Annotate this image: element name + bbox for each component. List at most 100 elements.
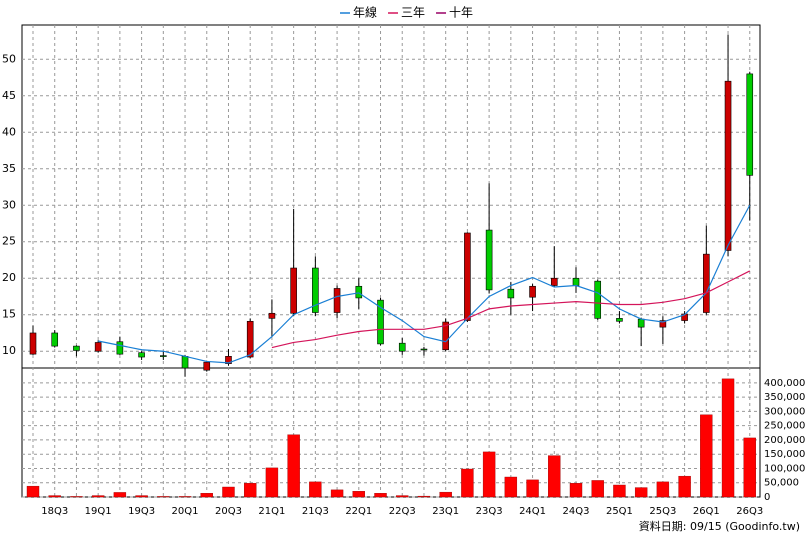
volume-bar <box>113 492 127 498</box>
candle-body <box>246 320 254 358</box>
x-tick-label: 26Q3 <box>736 506 763 517</box>
candle-body <box>290 267 297 314</box>
y2-tick-label: 250,000 <box>764 421 805 432</box>
x-tick-label: 23Q3 <box>476 506 503 517</box>
x-tick-label: 21Q1 <box>258 506 285 517</box>
candle-body <box>225 356 232 364</box>
candle-body <box>659 320 667 328</box>
volume-bar <box>222 486 235 498</box>
y-tick-label: 20 <box>2 271 16 284</box>
volume-bar <box>374 493 387 498</box>
volume-bar <box>461 468 474 498</box>
x-tick-label: 19Q1 <box>85 506 112 517</box>
candle-body <box>29 332 37 355</box>
x-tick-label: 26Q1 <box>693 506 720 517</box>
volume-bar <box>200 493 213 498</box>
volume-bar <box>243 483 257 498</box>
x-tick-label: 22Q1 <box>345 506 372 517</box>
y2-tick-label: 200,000 <box>764 435 805 446</box>
x-tick-label: 20Q1 <box>172 506 199 517</box>
y-tick-label: 35 <box>2 162 16 175</box>
volume-bar <box>743 437 756 498</box>
volume-bar <box>417 495 431 498</box>
candle-body <box>485 229 493 291</box>
volume-bar <box>678 475 691 498</box>
volume-bar <box>504 476 518 498</box>
candle-body <box>268 312 276 319</box>
y-tick-label: 15 <box>2 308 16 321</box>
volume-bar <box>526 479 539 498</box>
y2-tick-label: 400,000 <box>764 378 805 389</box>
price-panel <box>21 24 761 369</box>
x-tick-label: 19Q3 <box>128 506 155 517</box>
candle-body <box>203 361 211 371</box>
legend-label: 年線 <box>353 5 377 20</box>
candle-body <box>377 299 384 345</box>
volume-bar <box>721 378 735 498</box>
footer: 資料日期: 09/15 (Goodinfo.tw) <box>639 519 800 533</box>
y2-tick-label: 300,000 <box>764 406 805 417</box>
y2-tick-label: 150,000 <box>764 449 805 460</box>
candle-body <box>529 285 536 298</box>
volume-bar <box>634 487 648 498</box>
candle-body <box>160 355 167 357</box>
candle-body <box>703 253 710 313</box>
volume-bar <box>157 496 170 498</box>
volume-bar <box>287 434 300 498</box>
y-tick-label: 45 <box>2 89 16 102</box>
candle-body <box>637 318 645 328</box>
x-tick-label: 20Q3 <box>215 506 242 517</box>
candle-body <box>116 341 124 355</box>
candle-body <box>746 73 754 176</box>
candle-body <box>312 267 319 313</box>
legend-label: 十年 <box>449 6 473 20</box>
x-tick-label: 25Q3 <box>649 506 676 517</box>
y-tick-label: 40 <box>2 125 16 138</box>
volume-bar <box>352 491 365 498</box>
y-tick-label: 25 <box>2 235 16 248</box>
volume-bar <box>613 484 626 498</box>
candle-body <box>181 356 189 369</box>
volume-bar <box>91 495 105 498</box>
ma-line <box>98 204 751 364</box>
y2-tick-label: 0 <box>764 492 770 503</box>
x-tick-label: 18Q3 <box>41 506 68 517</box>
volume-bar <box>178 496 192 498</box>
ma-line <box>271 270 751 349</box>
candle-body <box>594 280 602 319</box>
volume-bar <box>569 483 583 498</box>
candle-body <box>616 318 623 322</box>
candle-body <box>138 352 145 358</box>
legend-label: 三年 <box>401 6 425 20</box>
volume-panel <box>21 367 761 498</box>
y-tick-label: 50 <box>2 52 16 65</box>
volume-bar <box>656 481 670 498</box>
volume-bar <box>48 495 61 498</box>
x-tick-label: 24Q3 <box>563 506 590 517</box>
x-tick-label: 24Q1 <box>519 506 546 517</box>
y2-tick-label: 100,000 <box>764 463 805 474</box>
candle-body <box>51 332 59 347</box>
x-tick-label: 22Q3 <box>389 506 416 517</box>
y2-tick-label: 50,000 <box>764 478 799 489</box>
candle-body <box>355 285 363 299</box>
candle-body <box>464 232 471 321</box>
volume-bar <box>548 455 561 498</box>
candle-body <box>724 80 732 251</box>
volume-bar <box>439 491 452 498</box>
candle-body <box>94 342 102 352</box>
volume-bar <box>309 481 322 498</box>
volume-bar <box>135 495 148 498</box>
candle-body <box>398 342 406 352</box>
candle-body <box>73 345 80 351</box>
y2-tick-label: 350,000 <box>764 392 805 403</box>
volume-bar <box>700 414 713 498</box>
candle-body <box>572 277 580 286</box>
candle-body <box>507 288 515 299</box>
x-tick-label: 21Q3 <box>302 506 329 517</box>
candle-body <box>550 277 558 286</box>
y-tick-label: 10 <box>2 344 16 357</box>
volume-bar <box>26 485 40 498</box>
candle-body <box>333 288 341 313</box>
